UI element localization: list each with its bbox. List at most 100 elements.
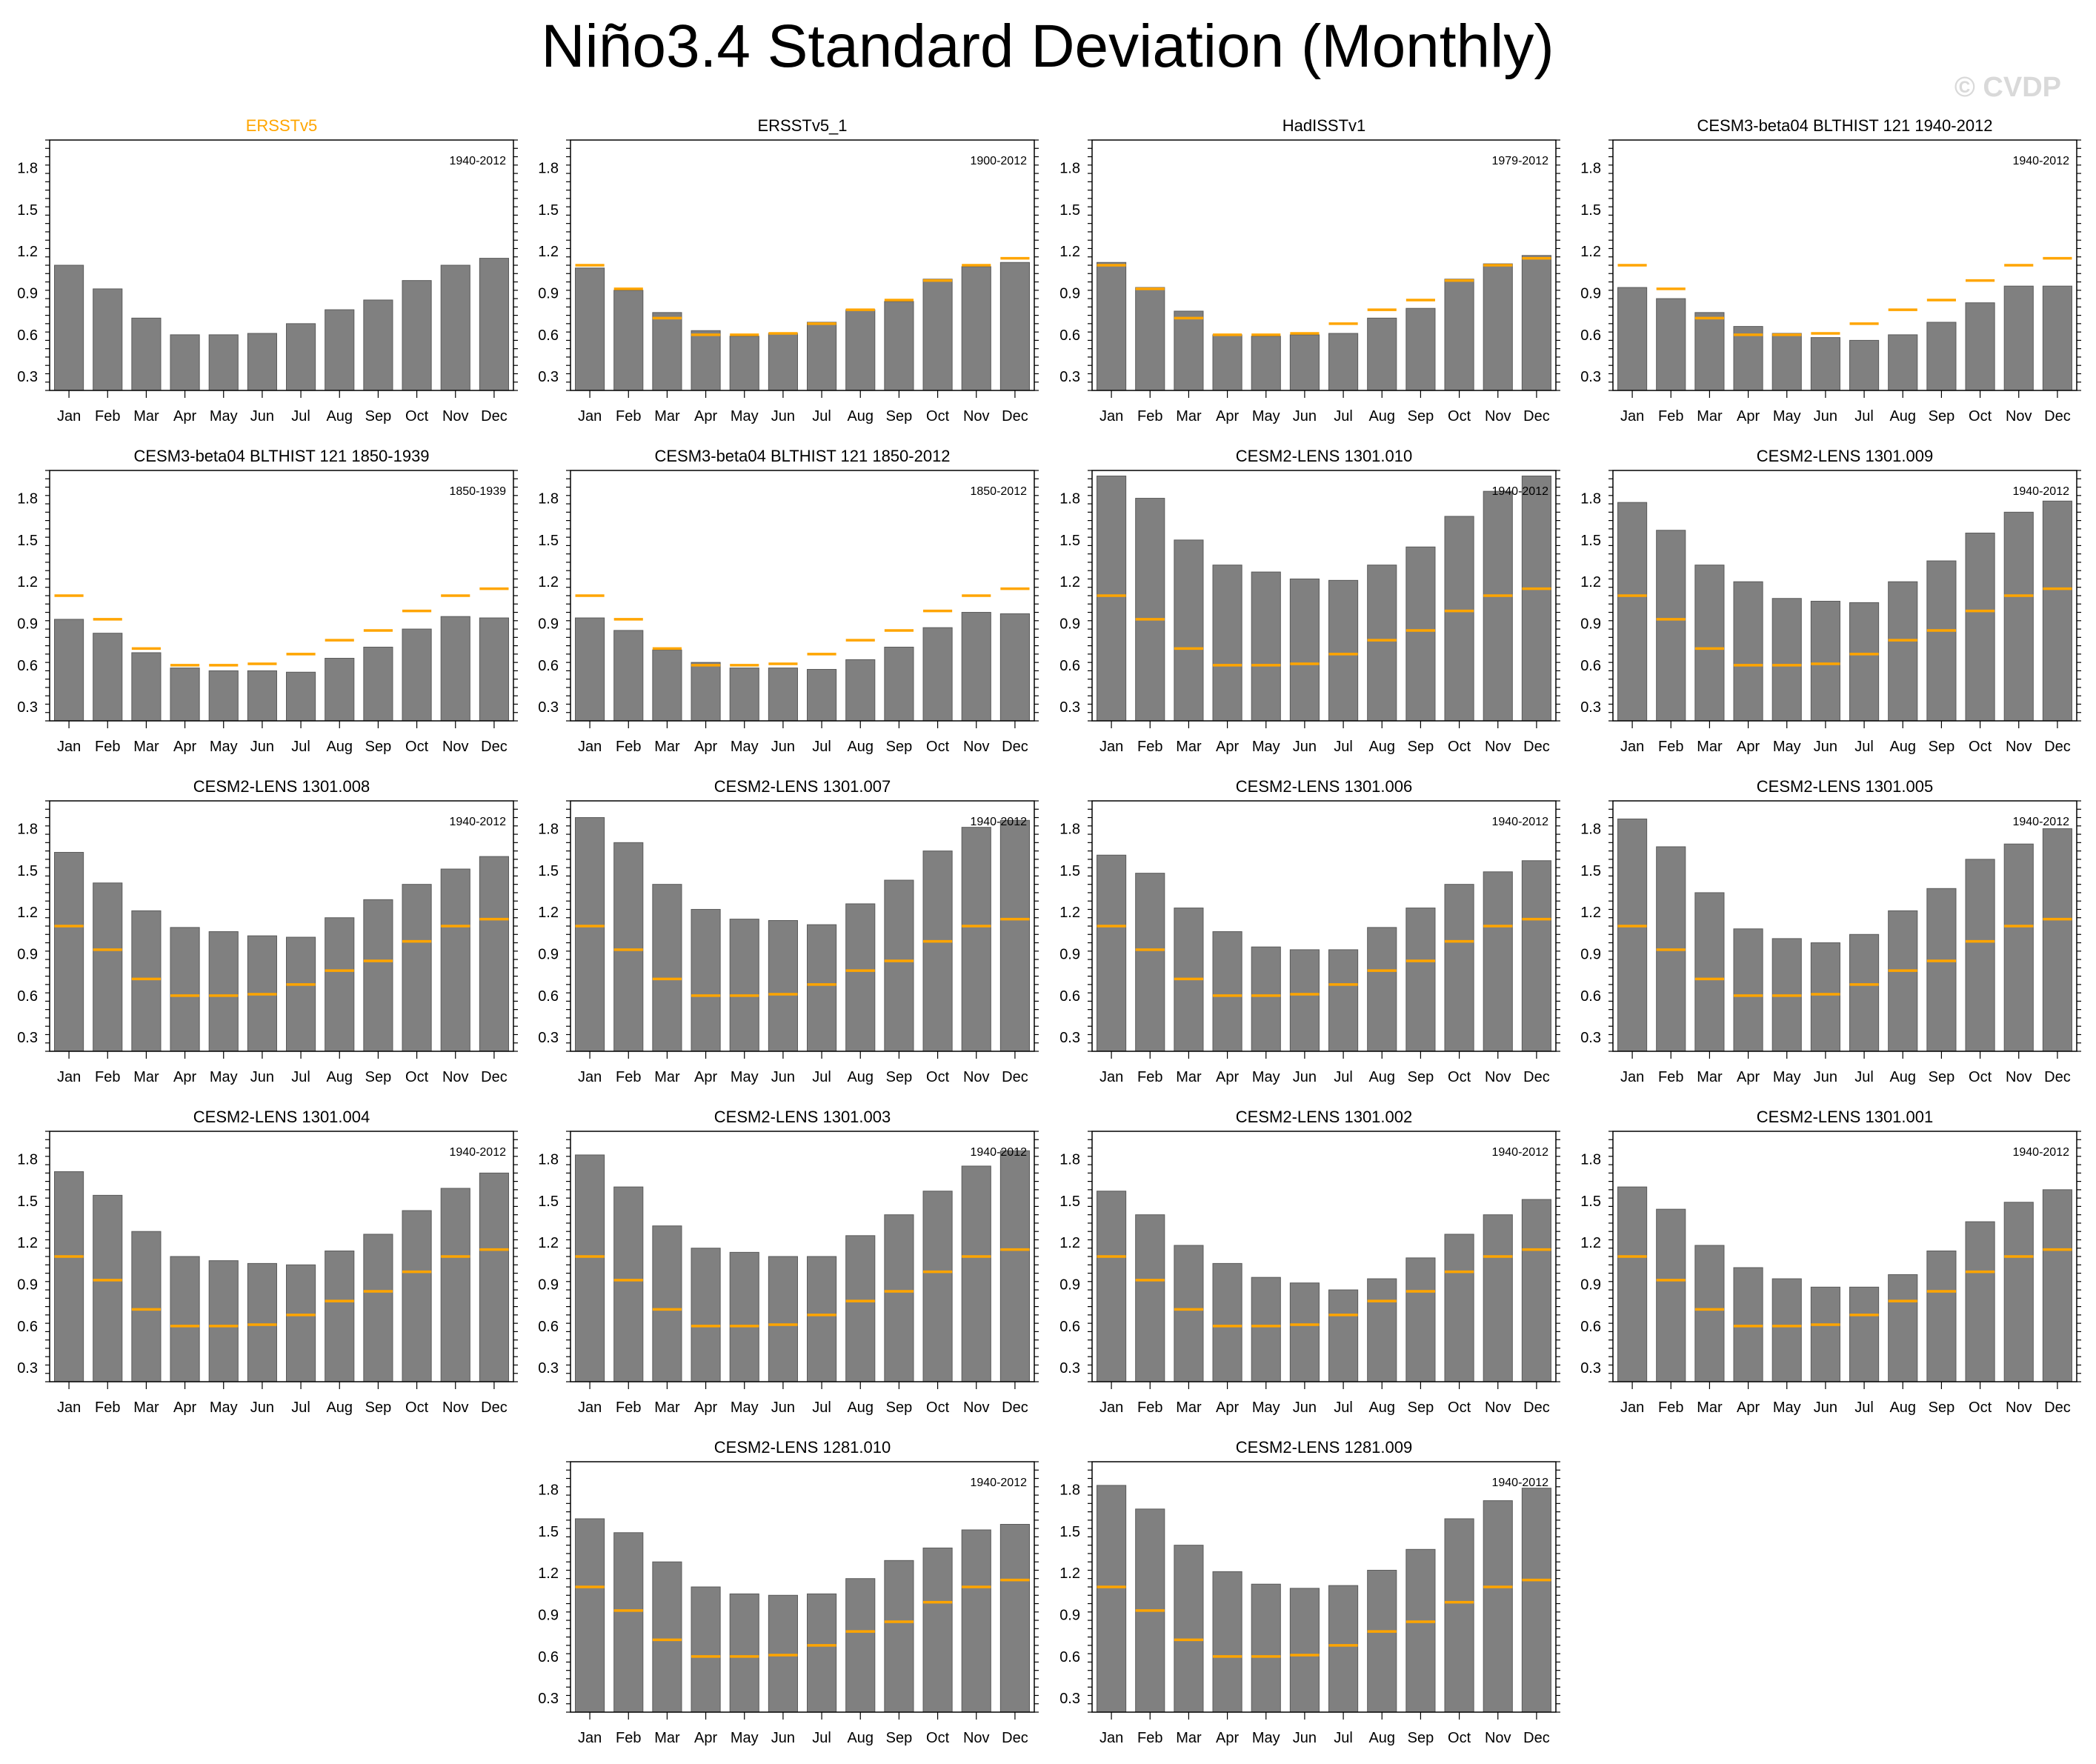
period-label: 1940-2012 [1491, 816, 1548, 828]
x-tick-label: Jul [812, 739, 831, 755]
bar-May [1251, 1583, 1281, 1713]
panel-title: CESM2-LENS 1281.010 [714, 1438, 891, 1457]
period-label: 1940-2012 [449, 816, 506, 828]
y-tick-label: 0.6 [1059, 1649, 1080, 1665]
bar-Feb [613, 290, 644, 391]
x-tick-label: May [731, 1399, 759, 1416]
bar-Aug [845, 903, 876, 1052]
bar-Mar [652, 649, 682, 722]
y-tick-label: 0.3 [1059, 1691, 1080, 1707]
y-tick-label: 0.9 [1580, 616, 1601, 633]
bar-Nov [440, 1188, 470, 1382]
x-tick-label: Jan [578, 408, 602, 425]
y-tick-label: 1.8 [1580, 161, 1601, 177]
x-tick-label: Oct [926, 739, 950, 755]
x-tick-label: Mar [654, 408, 680, 425]
y-tick-label: 0.9 [1059, 947, 1080, 963]
bar-Jul [1849, 933, 1880, 1052]
bar-Dec [999, 819, 1030, 1052]
y-tick-label: 0.3 [538, 1691, 559, 1707]
x-tick-label: Apr [694, 739, 717, 755]
figure-title: Niño3.4 Standard Deviation (Monthly) [541, 13, 1554, 80]
panel-3: HadISSTv1 0.3 0.6 0.9 1.2 1.5 1.8 Jan Feb Mar Apr M… [1059, 116, 1560, 425]
bar-Apr [1212, 1571, 1242, 1713]
bar-Sep [884, 1214, 914, 1382]
bar-Jul [1328, 579, 1359, 722]
y-tick-label: 0.6 [1059, 1319, 1080, 1335]
x-tick-label: Feb [1658, 408, 1683, 425]
panel-4: CESM3-beta04 BLTHIST 121 1940-2012 0.3 0.6… [1580, 116, 2081, 425]
bar-Jun [1810, 1286, 1840, 1382]
bar-Jul [286, 936, 316, 1052]
y-tick-label: 0.9 [1059, 1608, 1080, 1624]
y-tick-label: 0.3 [538, 699, 559, 716]
bar-Sep [1926, 1250, 1957, 1382]
bar-Dec [2042, 285, 2072, 391]
x-tick-label: Mar [1697, 739, 1723, 755]
x-tick-label: Aug [1368, 1730, 1395, 1746]
bar-Apr [170, 334, 200, 391]
x-tick-label: Oct [1969, 1069, 1992, 1085]
x-tick-label: Apr [173, 408, 196, 425]
x-tick-label: Apr [1737, 1399, 1760, 1416]
x-tick-label: Sep [1408, 1399, 1434, 1416]
bar-Jan [1617, 1186, 1648, 1382]
bar-Nov [2003, 285, 2034, 391]
panel-title: ERSSTv5 [246, 116, 318, 135]
x-tick-label: Mar [1697, 408, 1723, 425]
bar-Oct [1444, 1234, 1474, 1382]
x-tick-label: Mar [654, 1399, 680, 1416]
panel-title: CESM2-LENS 1301.005 [1757, 777, 1933, 796]
x-tick-label: Nov [1485, 1069, 1511, 1085]
x-tick-label: Aug [847, 1069, 874, 1085]
panel-grid: ERSSTv5 0.3 0.6 0.9 1.2 1.5 1.8 Jan Feb Mar Apr May… [17, 116, 2081, 1746]
y-tick-label: 0.6 [1580, 658, 1601, 674]
y-tick-label: 0.3 [538, 1360, 559, 1377]
bar-May [1771, 1278, 1802, 1382]
bar-Jul [1849, 339, 1880, 391]
x-tick-label: Jul [812, 1069, 831, 1085]
x-tick-label: Jun [1814, 1399, 1837, 1416]
bar-Jul [286, 323, 316, 391]
x-tick-label: Oct [1448, 1069, 1471, 1085]
bar-Apr [691, 330, 721, 391]
bar-Sep [1926, 888, 1957, 1052]
y-tick-label: 0.6 [1059, 658, 1080, 674]
x-tick-label: Apr [1216, 408, 1239, 425]
bar-Jun [1810, 942, 1840, 1052]
bar-Jun [1810, 601, 1840, 722]
x-tick-label: Jan [57, 739, 81, 755]
bar-Aug [325, 658, 355, 722]
x-tick-label: Jul [812, 408, 831, 425]
x-tick-label: Jan [578, 1730, 602, 1746]
bar-Aug [1888, 581, 1918, 722]
x-tick-label: Oct [405, 1399, 429, 1416]
y-tick-label: 0.9 [538, 947, 559, 963]
x-tick-label: Oct [926, 1730, 950, 1746]
x-tick-label: Feb [1137, 739, 1162, 755]
x-tick-label: Aug [1889, 1069, 1916, 1085]
x-tick-label: Jan [578, 1069, 602, 1085]
x-tick-label: Aug [847, 739, 874, 755]
x-tick-label: Apr [694, 408, 717, 425]
x-tick-label: Mar [654, 739, 680, 755]
bar-Mar [131, 317, 162, 391]
bar-Aug [1367, 1278, 1397, 1382]
panel-7: CESM2-LENS 1301.010 0.3 0.6 0.9 1.2 1.5 1.8 Jan… [1059, 447, 1560, 755]
x-tick-label: May [210, 1069, 238, 1085]
x-tick-label: Apr [1737, 739, 1760, 755]
panel-title: CESM3-beta04 BLTHIST 121 1850-2012 [654, 447, 950, 465]
bar-Jul [807, 1593, 837, 1713]
x-tick-label: Feb [95, 1069, 120, 1085]
bar-Jun [768, 668, 798, 722]
panel-1: ERSSTv5 0.3 0.6 0.9 1.2 1.5 1.8 Jan Feb Mar Apr May… [17, 116, 518, 425]
bar-Apr [1733, 326, 1763, 391]
x-tick-label: Dec [2044, 1069, 2071, 1085]
panel-18: CESM2-LENS 1281.009 0.3 0.6 0.9 1.2 1.5 1.8 Jan… [1059, 1438, 1560, 1746]
y-tick-label: 1.5 [17, 1194, 38, 1210]
y-tick-label: 0.9 [538, 1608, 559, 1624]
bar-Sep [1405, 307, 1436, 391]
y-tick-label: 1.5 [1580, 1194, 1601, 1210]
bar-Aug [1367, 317, 1397, 391]
